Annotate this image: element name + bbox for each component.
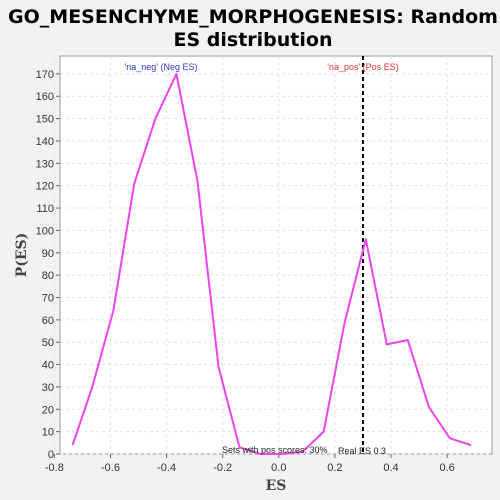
y-tick-label: 20 <box>42 404 54 416</box>
y-tick-label: 90 <box>42 248 54 260</box>
x-tick-label: -0.2 <box>213 462 232 474</box>
x-tick-label: 0.4 <box>383 462 398 474</box>
pos-es-label: 'na_pos' (Pos ES) <box>327 62 398 72</box>
sets-with-pos-scores-label: Sets with pos scores: 30% <box>222 445 328 455</box>
y-tick-label: 30 <box>42 382 54 394</box>
neg-es-label: 'na_neg' (Neg ES) <box>124 62 197 72</box>
y-tick-label: 120 <box>36 181 54 193</box>
y-tick-label: 170 <box>36 69 54 81</box>
x-tick-label: -0.4 <box>157 462 176 474</box>
y-tick-label: 0 <box>48 449 54 461</box>
y-axis-ticks: 0 10 20 30 40 50 60 70 80 90 100 110 120 130 140 150 160… <box>36 69 60 461</box>
y-tick-label: 40 <box>42 360 54 372</box>
x-axis-label: ES <box>266 478 287 494</box>
y-tick-label: 110 <box>36 203 54 215</box>
x-tick-label: 0.2 <box>327 462 342 474</box>
series-line <box>71 72 472 455</box>
y-tick-label: 50 <box>42 337 54 349</box>
x-tick-label: -0.6 <box>101 462 120 474</box>
y-tick-label: 10 <box>42 427 54 439</box>
y-tick-label: 80 <box>42 270 54 282</box>
y-tick-label: 130 <box>36 158 54 170</box>
y-axis-label: P(ES) <box>14 233 30 278</box>
y-tick-label: 60 <box>42 315 54 327</box>
y-tick-label: 70 <box>42 292 54 304</box>
y-tick-label: 140 <box>36 136 54 148</box>
chart-title-line1: GO_MESENCHYME_MORPHOGENESIS: Random <box>8 6 498 28</box>
x-tick-label: -0.8 <box>45 462 64 474</box>
x-tick-label: 0.6 <box>439 462 454 474</box>
grid-lines <box>53 56 492 455</box>
plot-area <box>59 55 493 455</box>
x-tick-label: 0.0 <box>271 462 286 474</box>
chart-title-line2: ES distribution <box>174 29 333 51</box>
real-es-label: Real ES 0.3 <box>338 446 386 456</box>
y-tick-label: 100 <box>36 225 54 237</box>
series-group <box>71 72 472 455</box>
x-axis-ticks: -0.8 -0.6 -0.4 -0.2 0.0 0.2 0.4 0.6 <box>45 454 455 474</box>
y-tick-label: 150 <box>36 114 54 126</box>
y-tick-label: 160 <box>36 91 54 103</box>
